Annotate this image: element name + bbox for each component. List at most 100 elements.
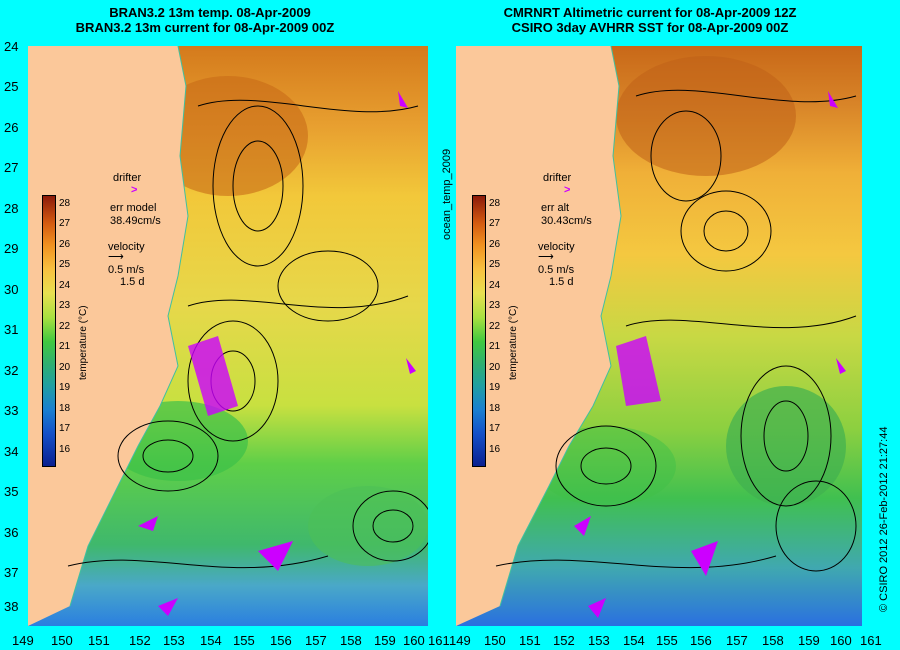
land-australia	[28, 46, 188, 626]
right-title-line1: CMRNRT Altimetric current for 08-Apr-200…	[503, 5, 797, 20]
velocity-time: 1.5 d	[120, 276, 145, 288]
colorbar-tick: 25	[59, 259, 71, 270]
lat-tick: 28	[4, 201, 19, 216]
lat-tick: 38	[4, 599, 19, 614]
colorbar-tick: 17	[59, 423, 71, 434]
land-australia	[456, 46, 621, 626]
lon-tick: 155	[656, 633, 678, 648]
colorbar-tick: 27	[59, 218, 71, 229]
colorbar-tick: 17	[489, 423, 501, 434]
drifter-tracks	[138, 91, 416, 616]
colorbar-tick: 20	[59, 362, 71, 373]
lon-tick: 150	[484, 633, 506, 648]
lon-tick: 154	[200, 633, 222, 648]
colorbar-tick: 27	[489, 218, 501, 229]
lon-tick: 154	[623, 633, 645, 648]
lon-tick: 151	[88, 633, 110, 648]
colorbar-tick: 16	[489, 444, 501, 455]
lat-tick: 35	[4, 484, 19, 499]
colorbar-tick: 19	[489, 382, 501, 393]
lon-tick: 152	[553, 633, 575, 648]
right-colorbar: 28 27 26 25 24 23 22 21 20 19 18 17 16 t…	[472, 195, 532, 467]
lat-tick: 36	[4, 525, 19, 540]
lat-tick: 26	[4, 120, 19, 135]
lon-tick: 152	[129, 633, 151, 648]
lon-tick: 161	[860, 633, 882, 648]
current-streamlines	[67, 99, 428, 569]
left-sst-map	[28, 46, 428, 626]
lat-tick: 34	[4, 444, 19, 459]
lat-tick: 37	[4, 565, 19, 580]
right-sst-map	[456, 46, 862, 626]
velocity-time: 1.5 d	[549, 276, 574, 288]
lat-tick: 32	[4, 363, 19, 378]
colorbar-tick: 28	[59, 198, 71, 209]
lon-tick: 149	[12, 633, 34, 648]
left-title-line2: BRAN3.2 13m current for 08-Apr-2009 00Z	[75, 20, 335, 35]
colorbar-unit-label: temperature (°C)	[78, 305, 89, 380]
colorbar-tick: 18	[59, 403, 71, 414]
colorbar-gradient	[42, 195, 56, 467]
err-value: 30.43cm/s	[541, 215, 592, 227]
current-streamlines	[495, 89, 857, 572]
colorbar-tick: 24	[489, 280, 501, 291]
colorbar-tick: 26	[59, 239, 71, 250]
colorbar-tick: 19	[59, 382, 71, 393]
lat-tick: 25	[4, 79, 19, 94]
lon-tick: 157	[726, 633, 748, 648]
drifter-label: drifter	[543, 172, 572, 184]
lon-tick: 159	[798, 633, 820, 648]
ocean-temp-label: ocean_temp_2009	[441, 148, 453, 240]
lon-tick: 160	[830, 633, 852, 648]
velocity-label: velocity	[538, 241, 575, 253]
lat-tick: 30	[4, 282, 19, 297]
lon-tick: 153	[588, 633, 610, 648]
colorbar-tick: 22	[59, 321, 71, 332]
velocity-speed: 0.5 m/s	[108, 264, 145, 276]
colorbar-tick: 18	[489, 403, 501, 414]
err-value: 38.49cm/s	[110, 215, 161, 227]
colorbar-tick: 26	[489, 239, 501, 250]
colorbar-tick: 23	[489, 300, 501, 311]
lat-tick: 31	[4, 322, 19, 337]
colorbar-tick: 25	[489, 259, 501, 270]
warm-eddy	[148, 76, 308, 196]
lon-tick: 160	[403, 633, 425, 648]
velocity-arrow-icon: ⟶	[538, 251, 554, 263]
copyright-footer: © CSIRO 2012 26-Feb-2012 21:27:44	[878, 426, 890, 612]
lon-tick: 157	[305, 633, 327, 648]
colorbar-tick: 16	[59, 444, 71, 455]
drifter-label: drifter	[113, 172, 142, 184]
err-label: err alt	[541, 202, 570, 214]
colorbar-gradient	[472, 195, 486, 467]
lon-tick: 155	[233, 633, 255, 648]
lon-tick: 158	[340, 633, 362, 648]
lat-tick: 24	[4, 39, 19, 54]
lat-tick: 27	[4, 160, 19, 175]
lon-tick: 161	[428, 633, 450, 648]
err-label: err model	[110, 202, 157, 214]
drifter-tracks	[574, 91, 846, 618]
lon-tick: 159	[374, 633, 396, 648]
lon-tick: 150	[51, 633, 73, 648]
right-title-line2: CSIRO 3day AVHRR SST for 08-Apr-2009 00Z	[511, 20, 789, 35]
lat-tick: 29	[4, 241, 19, 256]
lon-tick: 156	[270, 633, 292, 648]
colorbar-tick: 20	[489, 362, 501, 373]
lon-tick: 158	[762, 633, 784, 648]
left-map-panel: drifter > err model 38.49cm/s velocity ⟶…	[28, 46, 428, 626]
cool-eddy	[536, 426, 676, 506]
lon-tick: 149	[449, 633, 471, 648]
right-map-panel: drifter > err alt 30.43cm/s velocity ⟶ 0…	[456, 46, 862, 626]
colorbar-tick: 21	[59, 341, 71, 352]
lon-tick: 156	[690, 633, 712, 648]
warm-eddy	[616, 56, 796, 176]
left-colorbar: 28 27 26 25 24 23 22 21 20 19 18 17 16 t…	[42, 195, 102, 467]
colorbar-tick: 28	[489, 198, 501, 209]
cool-eddy	[726, 386, 846, 506]
drifter-arrow-icon: >	[131, 184, 138, 196]
lat-tick: 33	[4, 403, 19, 418]
coastline	[499, 46, 622, 607]
colorbar-tick: 24	[59, 280, 71, 291]
colorbar-unit-label: temperature (°C)	[508, 305, 519, 380]
